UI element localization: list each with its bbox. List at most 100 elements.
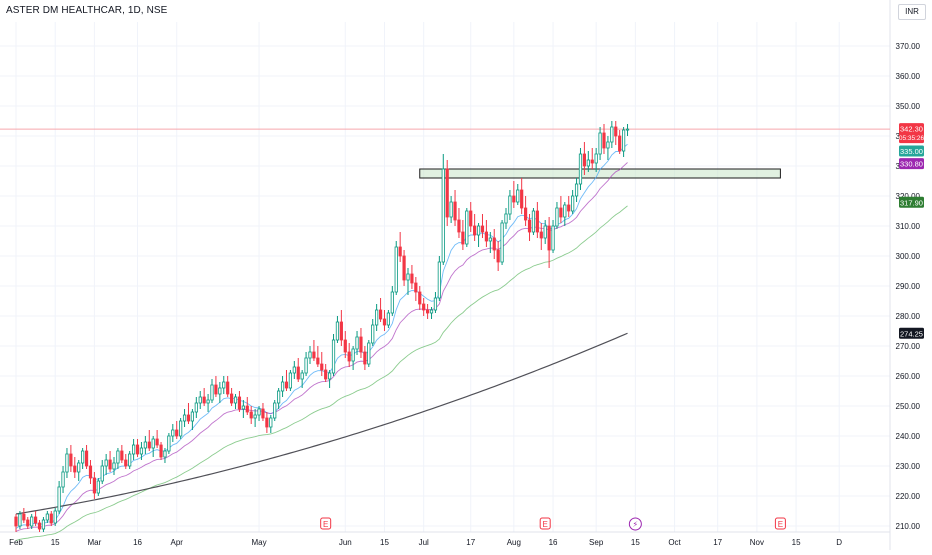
candle-body — [222, 381, 226, 389]
candle-body — [610, 126, 614, 143]
candle-body — [73, 465, 77, 473]
candle — [555, 202, 559, 229]
candle — [14, 514, 18, 532]
candle — [210, 379, 214, 403]
candle — [265, 412, 269, 433]
candle-body — [261, 408, 265, 419]
candle-body — [422, 303, 426, 311]
candle — [257, 406, 261, 421]
x-tick-label: 15 — [380, 538, 389, 547]
x-tick-label: 15 — [631, 538, 640, 547]
candle — [355, 331, 359, 355]
candle — [269, 415, 273, 433]
candle — [461, 220, 465, 250]
candle — [61, 466, 65, 493]
x-tick-label: 17 — [713, 538, 722, 547]
x-tick-label: Oct — [668, 538, 681, 547]
x-tick-label: 15 — [792, 538, 801, 547]
ma-50-line — [15, 205, 628, 541]
candle-body — [488, 237, 492, 242]
candle-body — [159, 444, 163, 458]
candle-body — [186, 414, 191, 422]
candle — [284, 370, 289, 391]
candle — [104, 454, 108, 475]
candle — [45, 511, 49, 523]
candle — [190, 409, 194, 430]
price-label-box — [899, 196, 924, 208]
candle-body — [300, 372, 304, 380]
candle-body — [433, 297, 438, 311]
candle-body — [198, 396, 202, 404]
candle — [131, 439, 136, 460]
x-tick-label: Nov — [750, 538, 764, 547]
candle-body — [233, 396, 238, 404]
candle — [359, 328, 363, 358]
candle — [520, 178, 524, 214]
candle — [582, 142, 587, 175]
candle-body — [218, 387, 222, 395]
candle-body — [155, 438, 159, 446]
candle — [41, 517, 46, 532]
candle-body — [449, 201, 453, 218]
candle-body — [206, 399, 210, 404]
candle-body — [284, 381, 289, 389]
candle-body — [567, 204, 571, 212]
candle-body — [53, 510, 57, 524]
candle-body — [167, 435, 171, 452]
candle-body — [339, 321, 343, 341]
candle — [300, 370, 304, 388]
y-tick-label: 250.00 — [896, 402, 921, 411]
candle — [371, 319, 375, 346]
candle-body — [574, 183, 579, 197]
candle — [57, 481, 61, 514]
candle-body — [480, 225, 485, 233]
candle — [465, 208, 469, 247]
x-tick-label: 15 — [51, 538, 60, 547]
candle — [524, 196, 528, 226]
price-label-box — [899, 327, 924, 339]
candle-body — [292, 366, 296, 374]
candle — [559, 196, 563, 223]
candle — [527, 214, 532, 241]
candle-body — [135, 444, 140, 455]
candle — [449, 196, 453, 223]
candle-body — [124, 459, 128, 467]
event-markers: E E E ⚡ — [320, 517, 786, 531]
candles — [14, 121, 630, 532]
candle-body — [269, 417, 273, 428]
y-tick-label: 360.00 — [896, 72, 921, 81]
candle — [18, 511, 22, 529]
candle — [233, 394, 238, 409]
candle-body — [194, 402, 198, 413]
candle — [382, 310, 387, 331]
candle-body — [22, 513, 26, 521]
candle-body — [394, 246, 398, 293]
candle-body — [465, 210, 469, 245]
candle — [496, 241, 500, 271]
candle — [445, 160, 449, 226]
candle-body — [81, 450, 85, 464]
candle-body — [520, 189, 524, 209]
currency-button[interactable]: INR — [898, 4, 926, 20]
candle — [425, 304, 430, 319]
candle-body — [104, 459, 108, 467]
candle — [386, 310, 391, 328]
candle-body — [324, 369, 328, 380]
candle-body — [590, 159, 594, 164]
candle-body — [504, 213, 508, 224]
candle — [128, 451, 132, 469]
candle-body — [382, 318, 387, 326]
candle — [469, 202, 473, 232]
candle-body — [49, 513, 53, 524]
y-tick-label: 350.00 — [896, 102, 921, 111]
candle-body — [37, 522, 42, 530]
candle — [429, 307, 434, 319]
candle-body — [288, 372, 293, 389]
candle — [73, 457, 77, 478]
candle — [500, 220, 504, 265]
candle-body — [508, 195, 512, 215]
candle — [163, 448, 167, 463]
candle — [194, 397, 198, 418]
